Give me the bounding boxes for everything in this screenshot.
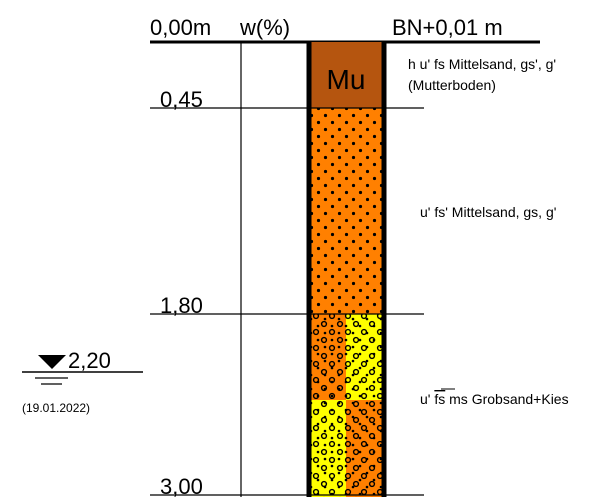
layer-topsoil-description-note: (Mutterboden) bbox=[408, 77, 496, 93]
depth-top-label: 0,00m bbox=[150, 15, 211, 40]
depth-label-3: 3,00 bbox=[160, 474, 203, 497]
layer-gravel-description: u' fs ms Grobsand+Kies bbox=[420, 391, 569, 407]
layer-medium-sand-description: u' fs' Mittelsand, gs, g' bbox=[420, 204, 556, 220]
depth-label-1: 0,45 bbox=[160, 87, 203, 112]
layer-topsoil bbox=[309, 42, 384, 108]
layer-gravel-hatch-fine bbox=[309, 314, 384, 497]
elevation-label: BN+0,01 m bbox=[392, 15, 503, 40]
layer-medium-sand-hatch bbox=[309, 108, 384, 314]
depth-label-2: 1,80 bbox=[160, 293, 203, 318]
layer-topsoil-description: h u' fs Mittelsand, gs', g' bbox=[408, 56, 556, 72]
layer-topsoil-code: Mu bbox=[327, 64, 366, 95]
groundwater-level: 2,20 bbox=[68, 348, 111, 373]
water-content-label: w(%) bbox=[239, 15, 290, 40]
groundwater-date: (19.01.2022) bbox=[22, 401, 90, 415]
groundwater-icon bbox=[22, 355, 143, 385]
